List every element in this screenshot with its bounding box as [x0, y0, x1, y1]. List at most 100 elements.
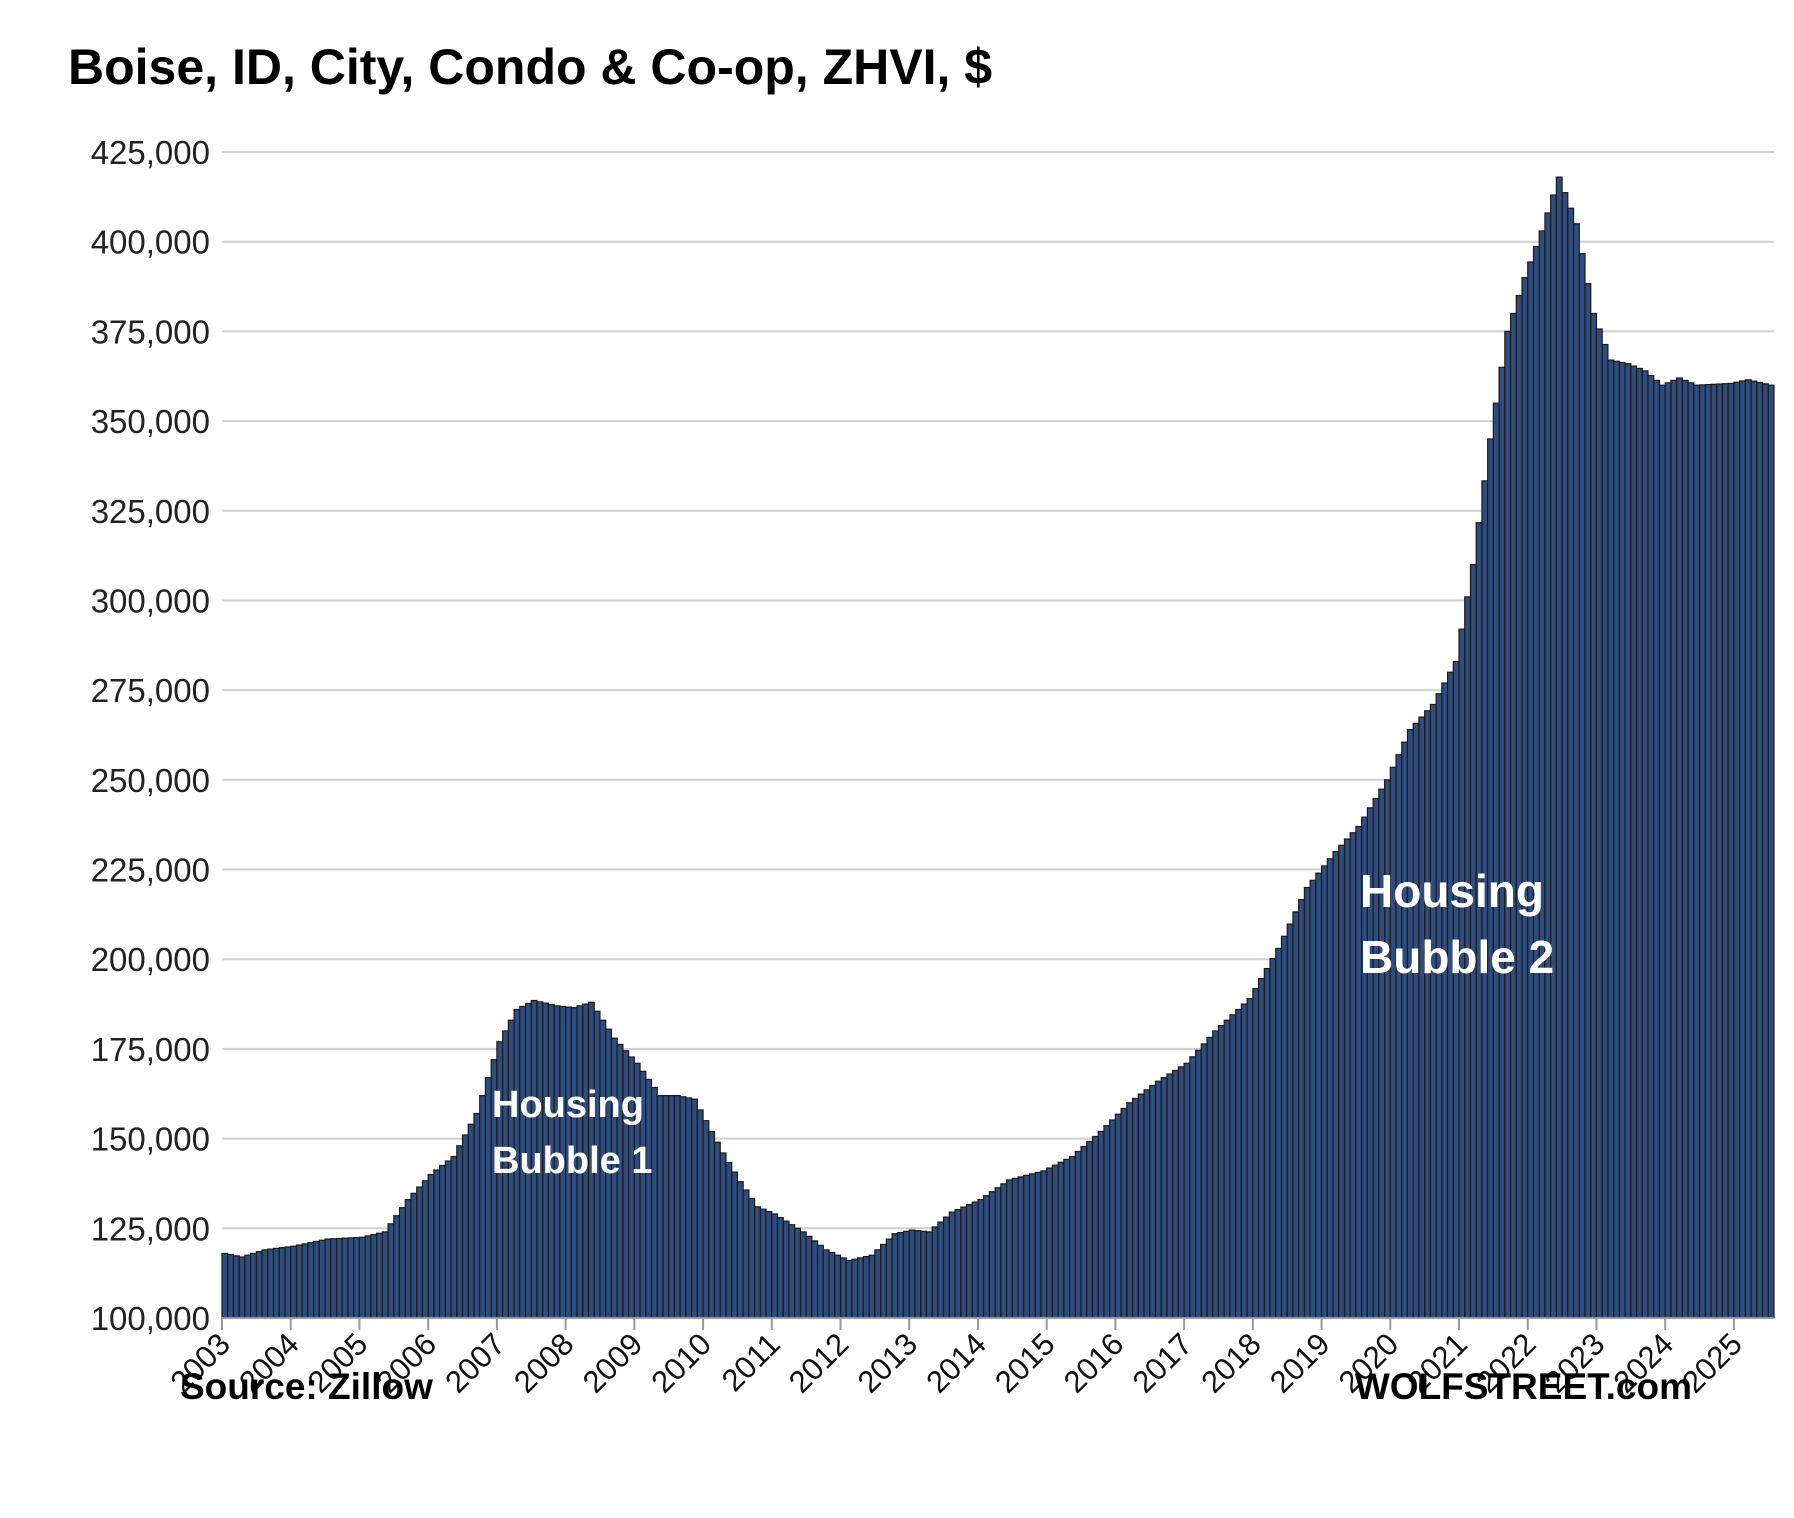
bar	[250, 1252, 257, 1319]
bar	[782, 1220, 790, 1319]
bar	[1011, 1177, 1019, 1319]
bar	[433, 1169, 441, 1319]
bar	[1721, 383, 1729, 1319]
bar	[1509, 312, 1517, 1319]
x-tick-label: 2019	[1263, 1326, 1337, 1400]
bar	[484, 1077, 492, 1319]
bar	[937, 1221, 945, 1319]
bar	[1498, 366, 1506, 1319]
bar	[1567, 207, 1575, 1319]
bar	[404, 1199, 412, 1319]
bar	[341, 1237, 349, 1319]
x-tick-label: 2012	[782, 1326, 856, 1400]
bar	[713, 1141, 721, 1319]
chart-title: Boise, ID, City, Condo & Co-op, ZHVI, $	[68, 39, 993, 95]
bar	[874, 1249, 882, 1319]
bar	[857, 1257, 865, 1319]
bar	[885, 1238, 893, 1319]
bar	[421, 1180, 429, 1319]
x-tick-label: 2008	[507, 1326, 581, 1400]
bar	[1590, 312, 1598, 1319]
bar	[1246, 998, 1254, 1319]
x-tick-label: 2014	[919, 1326, 993, 1400]
bar	[1452, 660, 1460, 1319]
bar	[1401, 741, 1409, 1319]
bar	[1349, 832, 1357, 1319]
source-label: Source: Zillow	[180, 1366, 433, 1407]
bar	[1698, 384, 1706, 1319]
bar	[1756, 381, 1764, 1319]
y-tick-label: 275,000	[91, 672, 210, 709]
bar	[1292, 911, 1300, 1319]
y-tick-label: 400,000	[91, 224, 210, 261]
bar	[1280, 935, 1288, 1319]
bar	[1395, 754, 1403, 1319]
bar	[1710, 383, 1718, 1319]
bar	[1555, 176, 1563, 1319]
bar	[1343, 838, 1351, 1319]
bar	[1532, 245, 1540, 1319]
bar	[1767, 384, 1775, 1319]
bar	[1687, 382, 1695, 1319]
bar	[1550, 194, 1557, 1319]
bar	[1744, 379, 1752, 1319]
bar	[1538, 230, 1546, 1319]
bar	[685, 1097, 693, 1319]
bar	[1504, 330, 1512, 1319]
bar	[238, 1256, 246, 1319]
bar	[1527, 261, 1535, 1319]
bar	[1418, 716, 1426, 1319]
bar	[731, 1171, 739, 1319]
bar	[313, 1240, 320, 1319]
bar	[931, 1226, 939, 1319]
bar	[272, 1247, 280, 1319]
bar	[725, 1161, 733, 1319]
bar	[696, 1109, 704, 1319]
bar	[1446, 671, 1454, 1319]
bar	[765, 1210, 773, 1319]
bar	[347, 1237, 355, 1319]
bar	[1200, 1043, 1208, 1319]
bar	[719, 1152, 727, 1319]
bar	[868, 1254, 876, 1319]
bar	[376, 1232, 383, 1319]
bar	[1492, 402, 1500, 1319]
bar	[1269, 957, 1277, 1319]
bar	[925, 1231, 933, 1319]
bar	[960, 1206, 968, 1319]
bar	[1389, 766, 1397, 1319]
bar	[776, 1216, 784, 1319]
y-tick-label: 325,000	[91, 493, 210, 530]
bar	[771, 1213, 779, 1319]
bar	[1275, 947, 1283, 1319]
bar	[416, 1186, 424, 1319]
bar	[742, 1189, 750, 1319]
bar	[1544, 212, 1552, 1319]
bar	[977, 1199, 985, 1319]
y-tick-label: 250,000	[91, 762, 210, 799]
bar	[1584, 282, 1592, 1319]
bar	[845, 1259, 853, 1319]
bar	[1607, 359, 1615, 1319]
bar	[1000, 1183, 1008, 1319]
bar	[1143, 1089, 1151, 1319]
bar	[1177, 1066, 1185, 1319]
bar	[1624, 363, 1632, 1319]
bar	[1601, 343, 1609, 1319]
bar	[467, 1123, 475, 1319]
bar	[942, 1216, 950, 1319]
bar	[1424, 710, 1431, 1319]
bar	[456, 1145, 464, 1319]
bar	[1635, 367, 1643, 1319]
bar	[1704, 384, 1712, 1319]
bar	[1750, 380, 1758, 1319]
bar	[1315, 872, 1323, 1319]
y-tick-label: 225,000	[91, 852, 210, 889]
bar	[679, 1096, 687, 1319]
bar	[708, 1130, 716, 1319]
bar	[307, 1242, 315, 1319]
bar	[284, 1246, 292, 1319]
bar	[954, 1209, 962, 1319]
bar	[1630, 365, 1638, 1319]
